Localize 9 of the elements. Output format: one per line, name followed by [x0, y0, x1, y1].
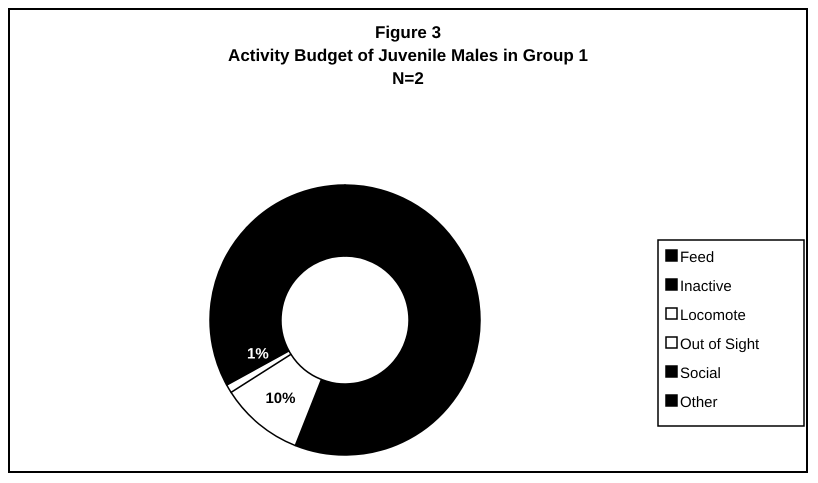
legend-label: Inactive [680, 278, 732, 295]
legend-label: Other [680, 394, 718, 411]
data-label: 1% [247, 346, 269, 363]
legend-label: Locomote [680, 307, 746, 324]
legend-label: Social [680, 365, 721, 382]
legend-label: Feed [680, 249, 714, 266]
data-label: 10% [265, 390, 296, 408]
chart-title: Figure 3 Activity Budget of Juvenile Males in Group 1 N=2 [228, 23, 588, 88]
legend-label: Out of Sight [680, 336, 760, 353]
